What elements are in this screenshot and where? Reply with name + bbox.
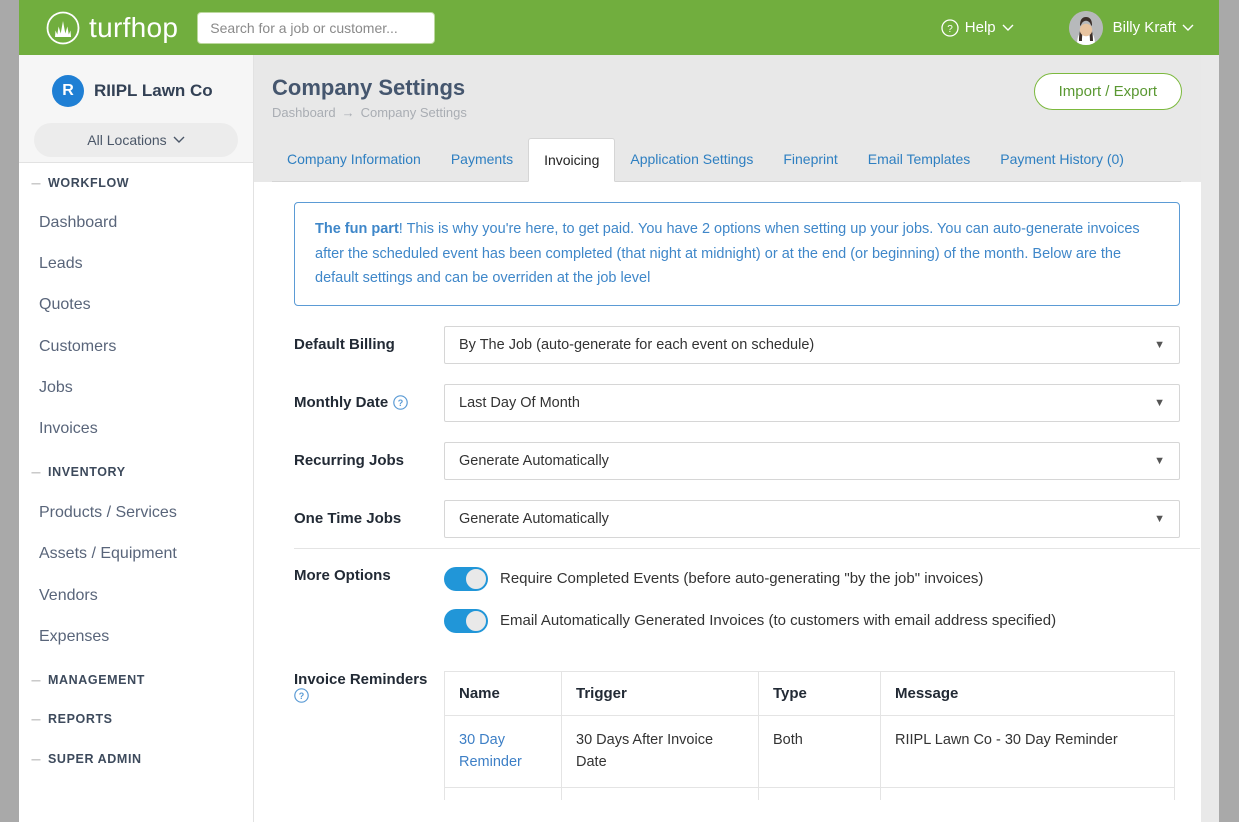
svg-text:?: ? — [398, 398, 404, 408]
svg-text:?: ? — [947, 24, 953, 35]
svg-text:?: ? — [299, 691, 305, 701]
